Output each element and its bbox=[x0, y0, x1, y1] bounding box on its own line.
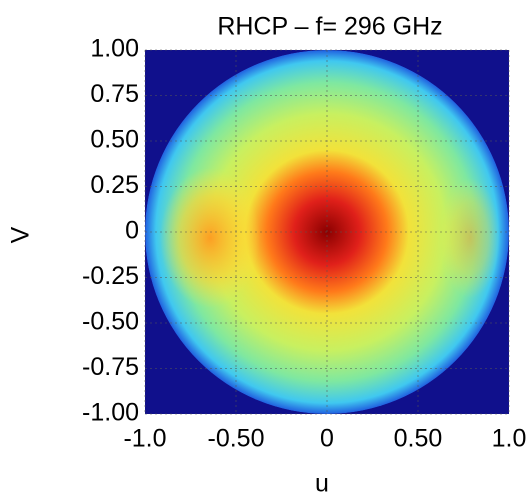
x-tick-label: 0.50 bbox=[394, 425, 443, 453]
x-tick-label: 1.0 bbox=[492, 425, 527, 453]
y-tick-label: -0.25 bbox=[82, 262, 139, 290]
y-tick-label: 1.00 bbox=[90, 35, 139, 63]
y-tick-label: -0.75 bbox=[82, 353, 139, 381]
x-axis-label: u bbox=[315, 470, 329, 498]
side-lobe bbox=[440, 178, 500, 298]
side-lobe bbox=[160, 168, 260, 308]
x-tick-label: 0 bbox=[320, 425, 334, 453]
y-tick-label: -0.50 bbox=[82, 308, 139, 336]
x-tick-label: -0.50 bbox=[208, 425, 265, 453]
y-tick-label: 0.50 bbox=[90, 126, 139, 154]
y-tick-label: -1.00 bbox=[82, 399, 139, 427]
y-tick-label: 0.75 bbox=[90, 80, 139, 108]
chart-title: RHCP – f= 296 GHz bbox=[217, 13, 442, 41]
y-tick-label: 0 bbox=[125, 217, 139, 245]
x-tick-label: -1.0 bbox=[123, 425, 166, 453]
y-axis-label: V bbox=[7, 226, 35, 243]
y-tick-label: 0.25 bbox=[90, 171, 139, 199]
